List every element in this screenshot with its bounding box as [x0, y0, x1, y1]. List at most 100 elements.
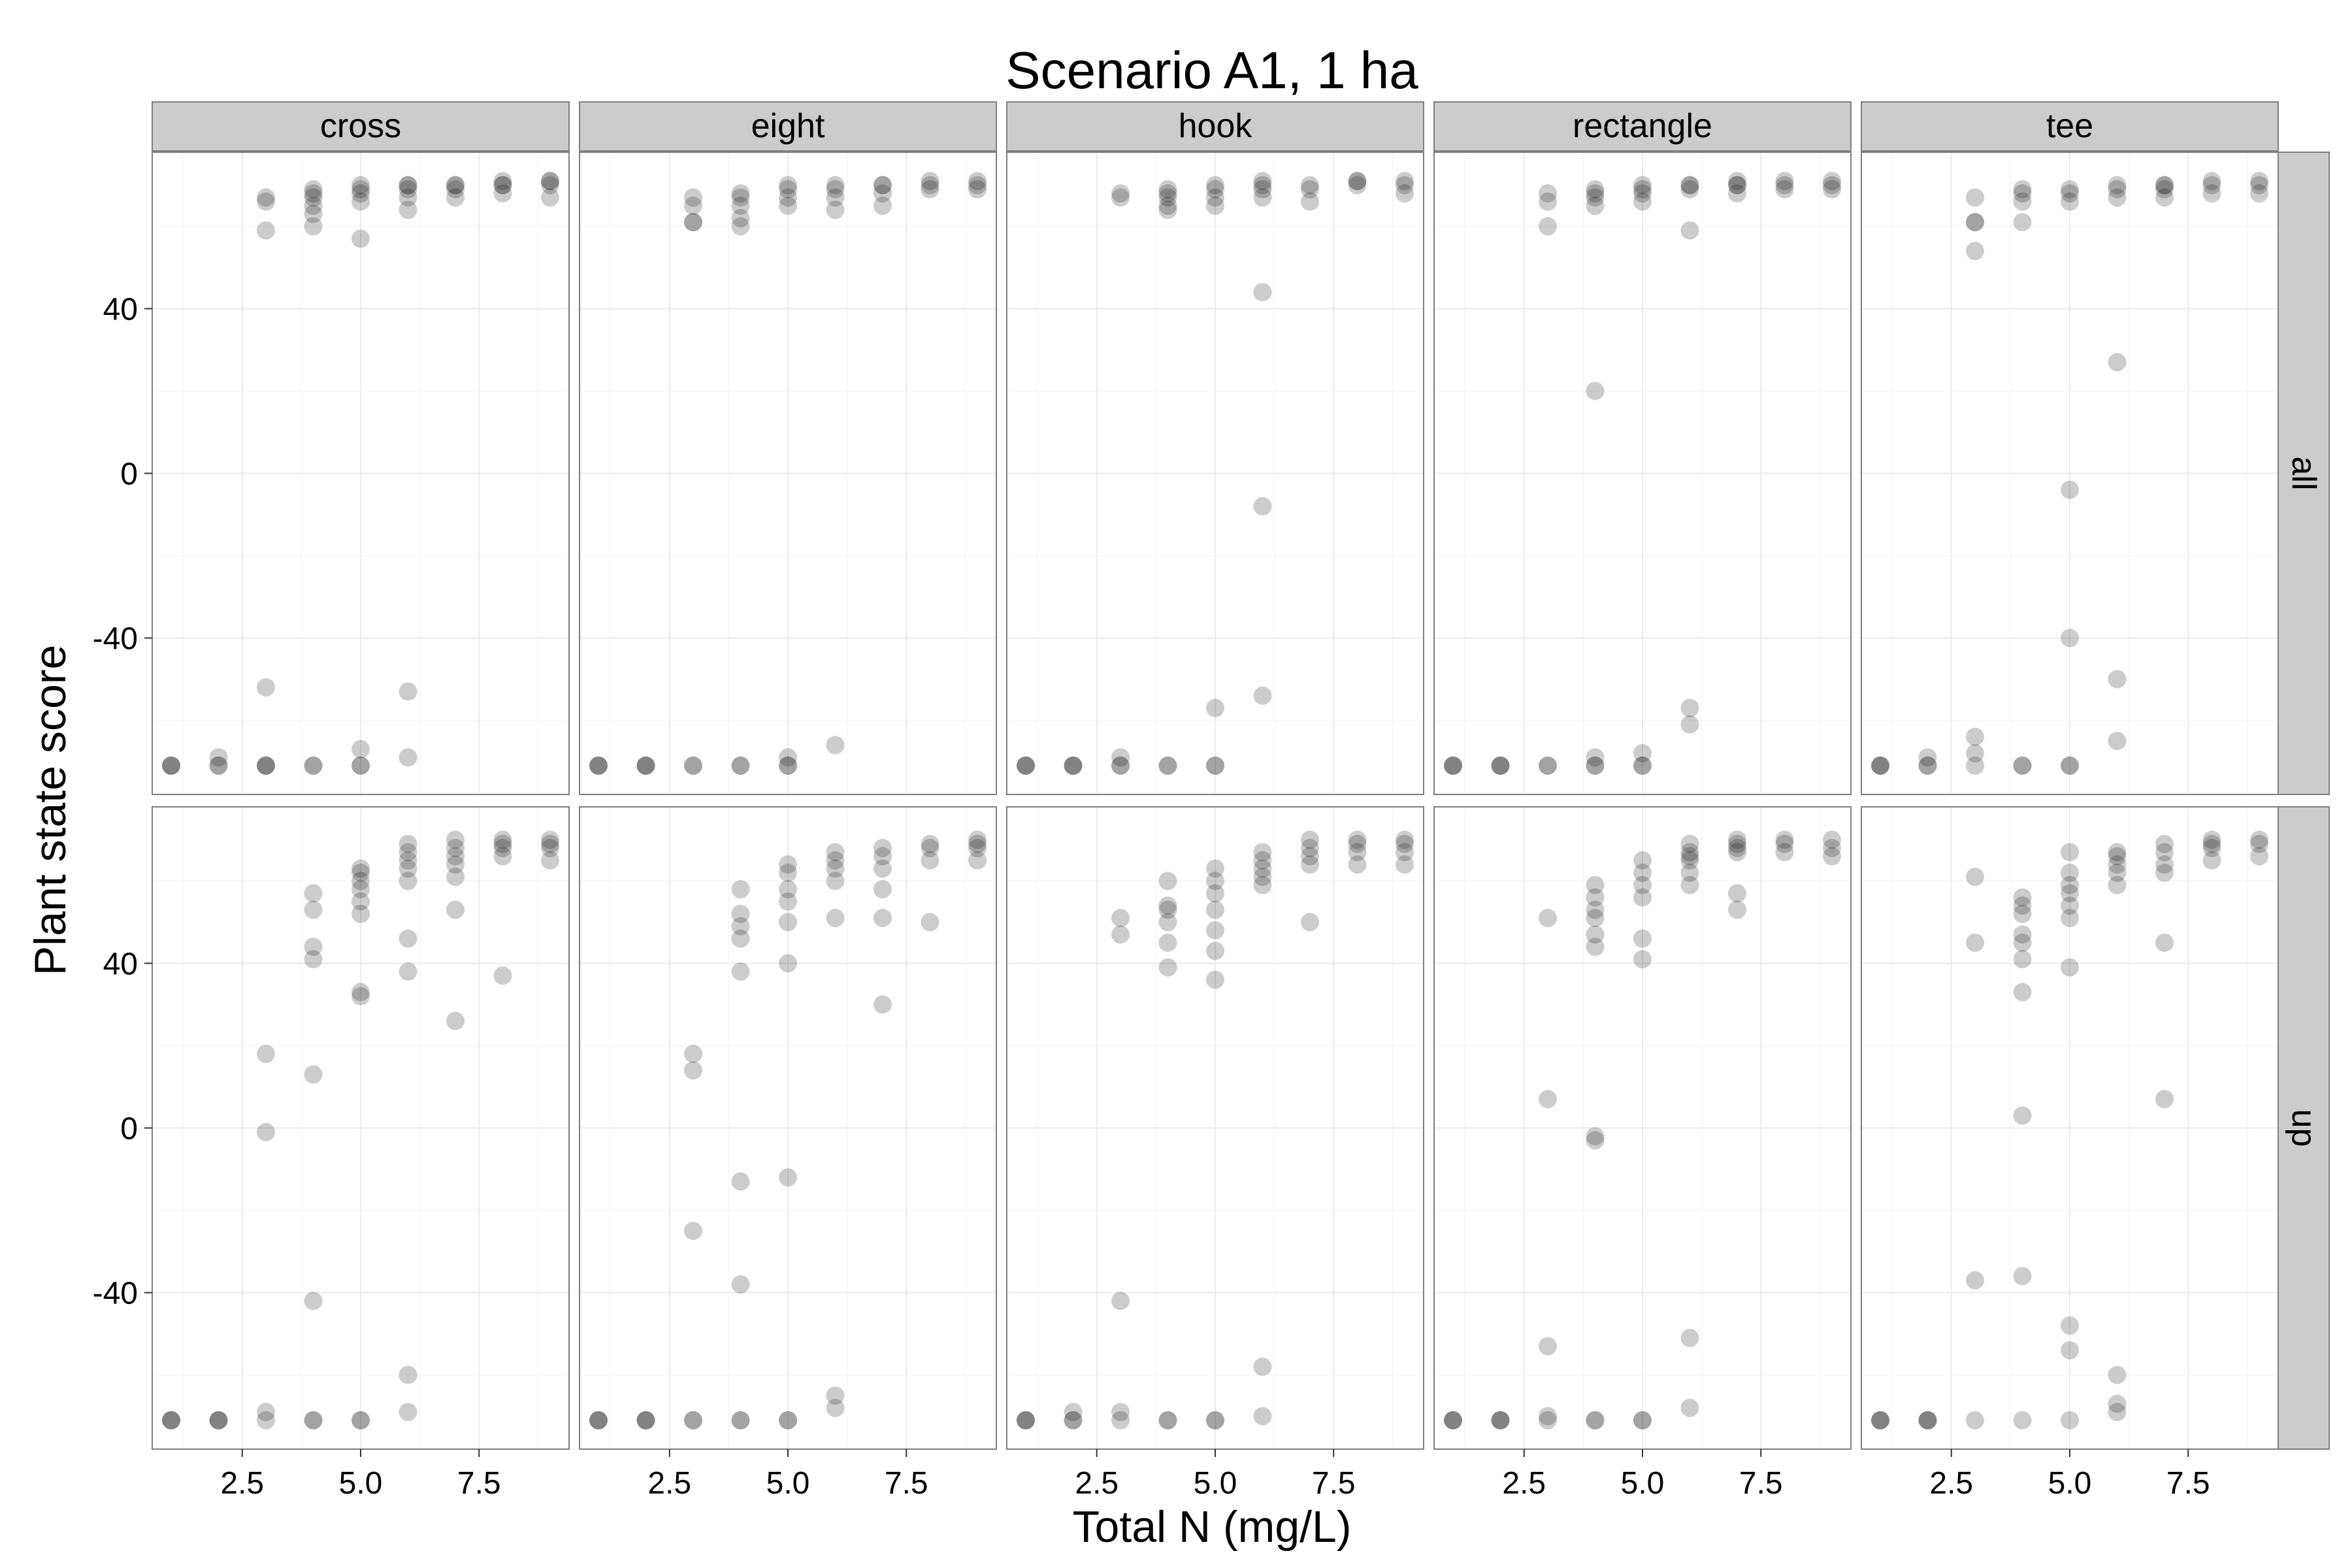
data-point: [731, 1411, 750, 1429]
data-point: [1633, 756, 1652, 775]
data-point: [1871, 756, 1889, 775]
facet-label-cross: cross: [320, 107, 401, 145]
data-point: [2061, 756, 2079, 775]
data-point: [1633, 180, 1652, 199]
data-point: [2013, 192, 2032, 211]
data-point: [968, 834, 987, 853]
data-point: [2108, 1365, 2127, 1384]
data-point: [351, 892, 370, 911]
data-point: [493, 184, 512, 203]
data-point: [1586, 1131, 1605, 1150]
data-point: [1206, 970, 1224, 989]
data-point: [2061, 192, 2079, 211]
x-tick-label: 7.5: [1312, 1466, 1356, 1501]
data-point: [1918, 1411, 1937, 1429]
data-point: [209, 1411, 228, 1429]
data-point: [1539, 756, 1557, 775]
data-point: [1253, 859, 1272, 878]
data-point: [731, 756, 750, 775]
data-point: [162, 1411, 180, 1429]
data-point: [874, 847, 892, 866]
data-point: [684, 213, 702, 232]
data-point: [874, 839, 892, 858]
data-point: [1680, 1398, 1699, 1417]
data-point: [684, 1061, 702, 1080]
data-point: [1586, 748, 1605, 767]
data-point: [636, 756, 655, 775]
data-point: [2013, 896, 2032, 915]
data-point: [2202, 839, 2221, 858]
data-point: [493, 176, 512, 195]
x-tick-label: 7.5: [885, 1466, 928, 1501]
data-point: [304, 938, 323, 956]
data-point: [1301, 847, 1319, 866]
data-point: [351, 1411, 370, 1429]
data-point: [636, 756, 655, 775]
data-point: [493, 966, 512, 985]
y-axis-title: Plant state score: [25, 645, 75, 975]
data-point: [257, 192, 275, 211]
data-point: [921, 851, 939, 870]
data-point: [2061, 863, 2079, 882]
data-point: [779, 1168, 797, 1187]
data-point: [779, 756, 797, 775]
data-point: [1586, 1411, 1605, 1429]
data-point: [1823, 180, 1841, 199]
data-point: [1633, 1411, 1652, 1429]
data-point: [351, 740, 370, 759]
data-point: [731, 196, 750, 215]
data-point: [968, 851, 987, 870]
data-point: [731, 880, 750, 899]
data-point: [351, 1411, 370, 1429]
data-point: [1253, 686, 1272, 705]
data-point: [2108, 875, 2127, 894]
data-point: [779, 1411, 797, 1429]
data-point: [446, 1011, 465, 1030]
data-point: [636, 1411, 655, 1429]
data-point: [1728, 839, 1746, 858]
data-point: [1491, 756, 1510, 775]
data-point: [779, 913, 797, 932]
data-point: [779, 748, 797, 767]
data-point: [1301, 192, 1319, 211]
data-point: [1206, 756, 1224, 775]
data-point: [1680, 176, 1699, 195]
data-point: [1539, 192, 1557, 211]
data-point: [1586, 875, 1605, 894]
data-point: [1539, 909, 1557, 928]
data-point: [2013, 1411, 2032, 1429]
data-point: [1111, 909, 1130, 928]
data-point: [2013, 983, 2032, 1002]
data-point: [779, 756, 797, 775]
data-point: [2108, 188, 2127, 207]
data-point: [1586, 184, 1605, 203]
data-point: [2108, 843, 2127, 862]
data-point: [1966, 933, 1984, 952]
data-point: [1728, 884, 1746, 903]
data-point: [1111, 188, 1130, 207]
data-point: [874, 995, 892, 1014]
data-point: [1253, 1357, 1272, 1376]
data-point: [1539, 1337, 1557, 1356]
data-point: [1966, 188, 1984, 207]
data-point: [257, 678, 275, 697]
data-point: [731, 929, 750, 948]
data-point: [351, 176, 370, 195]
data-point: [684, 196, 702, 215]
data-point: [1396, 830, 1414, 849]
data-point: [1253, 176, 1272, 195]
data-point: [2108, 863, 2127, 882]
data-point: [1111, 1403, 1130, 1422]
data-point: [1348, 172, 1367, 191]
data-point: [493, 847, 512, 866]
data-point: [636, 1411, 655, 1429]
data-point: [351, 872, 370, 890]
data-point: [1966, 756, 1984, 775]
panel-border: [1006, 152, 1424, 795]
data-point: [779, 954, 797, 973]
y-tick-label: -40: [93, 622, 138, 657]
data-point: [1206, 188, 1224, 207]
data-point: [1633, 184, 1652, 203]
data-point: [2250, 184, 2268, 203]
